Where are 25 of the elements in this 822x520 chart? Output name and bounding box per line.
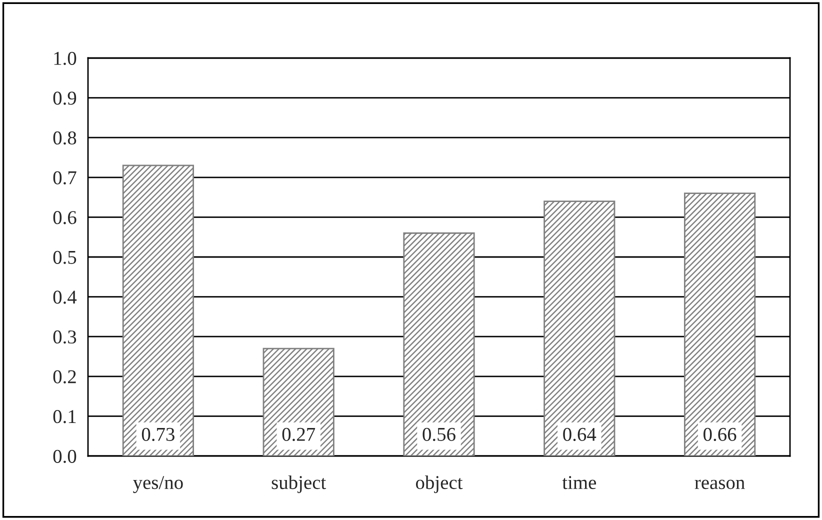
- y-tick-label: 0.2: [53, 370, 76, 384]
- y-tick-label: 0.8: [53, 131, 76, 145]
- data-label: 0.64: [563, 428, 596, 442]
- y-tick-label: 1.0: [54, 52, 76, 66]
- data-label: 0.27: [282, 428, 316, 442]
- bar: [122, 164, 194, 456]
- x-tick-label: yes/no: [133, 476, 183, 494]
- y-tick-label: 0.5: [53, 250, 76, 264]
- data-label: 0.66: [704, 428, 736, 442]
- bar: [544, 200, 616, 456]
- data-label: 0.73: [142, 428, 174, 442]
- bar: [403, 232, 475, 456]
- x-tick-label: time: [562, 476, 596, 490]
- y-tick-label: 0.7: [53, 171, 76, 184]
- y-tick-label: 0.6: [53, 211, 76, 224]
- y-tick-label: 0.1: [53, 410, 76, 424]
- y-tick-label: 0.0: [53, 450, 76, 464]
- x-tick-label: subject: [272, 475, 326, 494]
- y-tick-label: 0.9: [53, 92, 76, 105]
- y-tick-label: 0.4: [53, 290, 77, 304]
- x-tick-label: object: [416, 475, 463, 494]
- x-tick-label: reason: [694, 480, 745, 490]
- data-label: 0.56: [422, 428, 456, 442]
- y-tick-label: 0.3: [53, 330, 76, 344]
- bar: [684, 192, 756, 456]
